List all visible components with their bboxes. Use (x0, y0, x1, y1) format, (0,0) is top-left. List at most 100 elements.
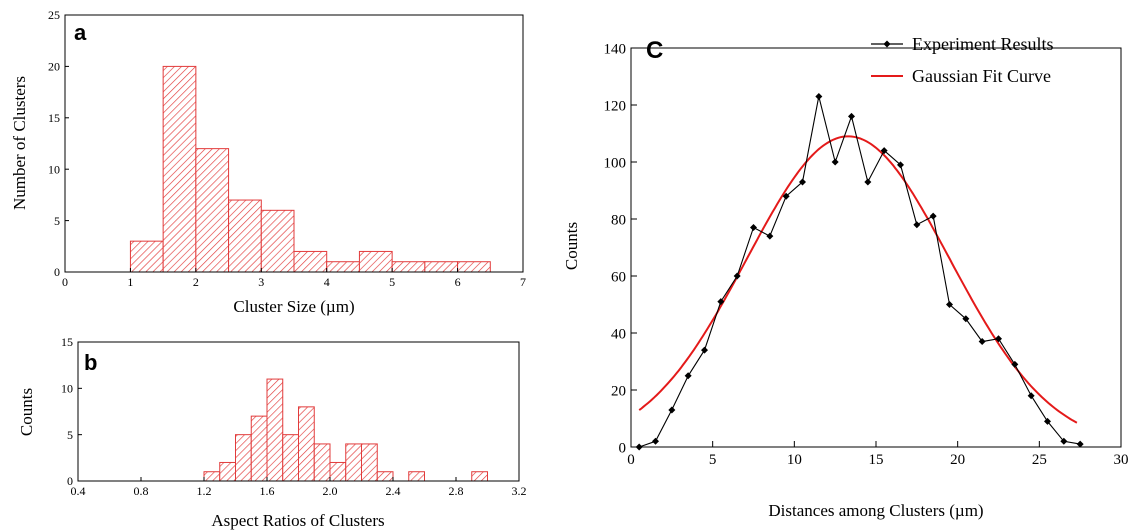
panel-a-frame (64, 14, 524, 273)
panel-a-bars (129, 65, 491, 273)
histogram-bar (219, 461, 236, 482)
legend-gaussian-label: Gaussian Fit Curve (912, 66, 1051, 86)
data-point-marker (668, 406, 676, 414)
data-point-marker (766, 232, 774, 240)
y-tick-label: 0 (54, 265, 60, 279)
data-point-marker (733, 272, 741, 280)
data-point-marker (701, 346, 708, 354)
data-point-marker (962, 315, 970, 323)
experiment-results-line (639, 96, 1081, 448)
panel-a-xlabel: Cluster Size (µm) (233, 297, 354, 316)
data-point-marker (897, 161, 904, 169)
data-point-marker (995, 335, 1002, 343)
histogram-bar (282, 434, 299, 482)
panel-a-axes: 0 1 2 3 4 5 6 7 0 5 10 15 20 25 (48, 8, 526, 289)
y-tick-label: 120 (604, 98, 627, 114)
data-point-marker (717, 298, 725, 306)
data-point-marker (831, 158, 839, 166)
histogram-bar (203, 471, 221, 482)
x-tick-label: 5 (389, 275, 395, 289)
x-tick-label: 25 (1032, 452, 1047, 468)
x-tick-label: 10 (787, 452, 802, 468)
x-tick-label: 20 (950, 452, 965, 468)
data-point-marker (880, 147, 888, 155)
histogram-bar (376, 471, 394, 482)
histogram-bar (228, 199, 262, 273)
panel-a-ylabel: Number of Clusters (10, 76, 29, 210)
data-point-marker (684, 372, 692, 380)
y-tick-label: 80 (611, 212, 626, 228)
histogram-bar (162, 65, 197, 273)
legend: Experiment Results Gaussian Fit Curve (871, 34, 1053, 86)
histogram-bar (345, 443, 362, 482)
x-tick-label: 2.8 (449, 484, 464, 498)
gaussian-fit-line (638, 135, 1078, 424)
x-tick-label: 1 (127, 275, 133, 289)
y-tick-label: 10 (48, 162, 60, 176)
histogram-bar (293, 250, 328, 273)
x-tick-label: 5 (709, 452, 717, 468)
data-point-marker (929, 212, 937, 220)
legend-experiment-label: Experiment Results (912, 34, 1053, 54)
y-tick-label: 0 (619, 440, 627, 456)
y-tick-label: 5 (67, 428, 73, 442)
panel-b-axes: 0.4 0.8 1.2 1.6 2.0 2.4 2.8 3.2 0 5 10 15 (61, 335, 527, 498)
x-tick-label: 3.2 (512, 484, 527, 498)
y-tick-label: 20 (611, 383, 626, 399)
histogram-bar (457, 261, 491, 273)
y-tick-label: 0 (67, 474, 73, 488)
panel-b-ylabel: Counts (17, 388, 36, 436)
histogram-bar (391, 261, 426, 273)
x-tick-label: 0 (627, 452, 635, 468)
legend-experiment-marker (883, 40, 891, 48)
data-point-marker (978, 338, 986, 346)
panel-b-bars (203, 378, 488, 482)
data-point-marker (946, 301, 953, 308)
y-tick-label: 60 (611, 269, 626, 285)
y-tick-label: 100 (604, 155, 627, 171)
histogram-bar (260, 209, 295, 273)
data-point-marker (652, 437, 659, 445)
histogram-bar (298, 406, 315, 482)
y-tick-label: 40 (611, 326, 626, 342)
x-tick-label: 0.4 (71, 484, 86, 498)
data-point-marker (815, 92, 823, 100)
histogram-bar (266, 378, 284, 482)
data-point-marker (782, 192, 790, 200)
panel-c-axes: 0 5 10 15 20 25 30 0 20 40 60 80 100 120 140 (604, 41, 1129, 468)
x-tick-label: 2.4 (386, 484, 401, 498)
x-tick-label: 1.2 (197, 484, 212, 498)
histogram-bar (129, 240, 164, 273)
histogram-bar (326, 261, 360, 273)
y-tick-label: 140 (604, 41, 627, 57)
panel-c: C 0 5 10 15 20 25 30 0 20 40 60 80 100 120 140 Experim… (562, 34, 1129, 520)
histogram-bar (313, 443, 331, 482)
x-tick-label: 3 (258, 275, 264, 289)
data-point-marker (1060, 437, 1068, 445)
x-tick-label: 7 (520, 275, 526, 289)
y-tick-label: 25 (48, 8, 60, 22)
panel-b-xlabel: Aspect Ratios of Clusters (211, 511, 384, 530)
x-tick-label: 6 (455, 275, 461, 289)
x-tick-label: 2 (193, 275, 199, 289)
data-point-marker (1027, 392, 1035, 400)
data-point-marker (799, 178, 806, 186)
panel-c-frame (630, 47, 1122, 448)
y-tick-label: 20 (48, 60, 60, 74)
x-tick-label: 4 (324, 275, 330, 289)
histogram-bar (471, 471, 488, 482)
data-point-marker (913, 221, 921, 229)
experiment-results-markers (635, 92, 1084, 451)
panel-c-letter: C (646, 37, 663, 64)
y-tick-label: 10 (61, 382, 73, 396)
panel-b-letter: b (84, 350, 97, 375)
x-tick-label: 0 (62, 275, 68, 289)
x-tick-label: 1.6 (260, 484, 275, 498)
x-tick-label: 2.0 (323, 484, 338, 498)
x-tick-label: 0.8 (134, 484, 149, 498)
data-point-marker (1076, 440, 1084, 448)
panel-b: b 0.4 0.8 1.2 1.6 2.0 2.4 2.8 3.2 0 5 10 15 Aspect … (17, 335, 527, 530)
data-point-marker (864, 178, 872, 186)
panel-a-letter: a (74, 20, 87, 45)
